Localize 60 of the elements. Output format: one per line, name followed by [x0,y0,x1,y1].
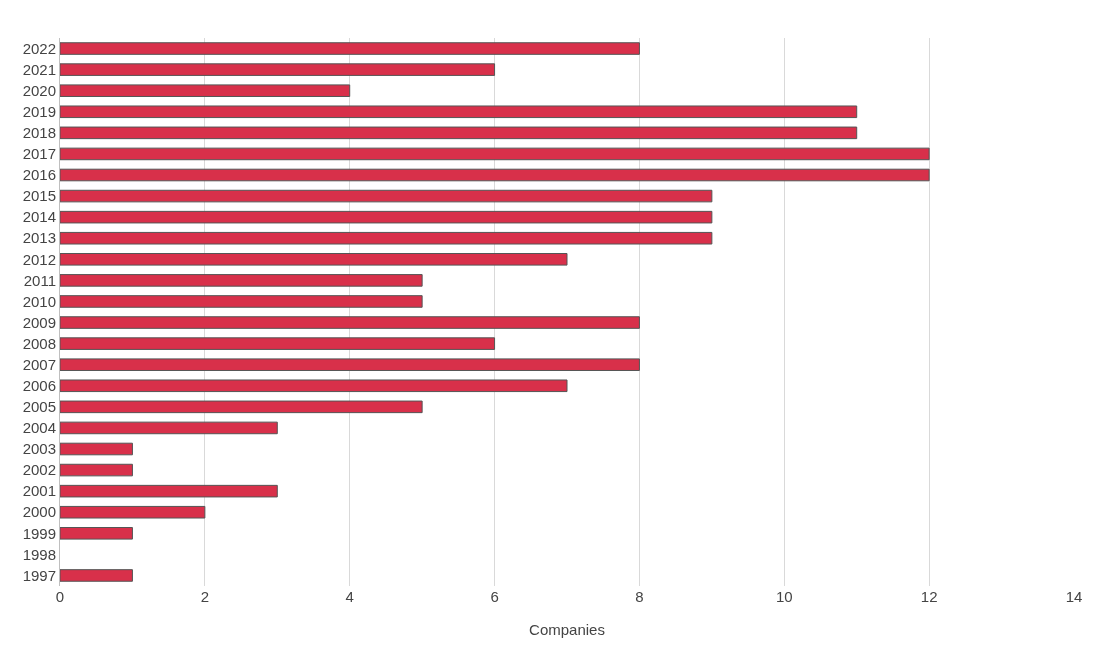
bar [60,569,133,582]
bar [60,63,496,76]
y-tick-label: 2009 [22,313,56,331]
y-tick-label: 1998 [22,545,56,563]
x-tick-label: 2 [200,588,210,605]
bar [60,463,133,477]
y-tick-label: 2002 [22,461,56,479]
bar [60,253,568,266]
bar [60,168,930,182]
y-tick-label: 2021 [22,60,56,78]
y-tick-label: 2018 [22,124,56,142]
y-tick-label: 2019 [22,103,56,121]
y-tick-label: 2020 [22,81,56,99]
y-tick-label: 2004 [22,419,56,437]
bar [60,421,278,435]
bar [60,400,423,414]
x-tick-label: 0 [55,588,65,605]
y-tick-label: 2003 [22,440,56,458]
bar [60,42,640,55]
bar [60,505,206,519]
y-tick-label: 2007 [22,355,56,373]
x-tick-label: 4 [345,588,354,605]
bar [60,379,568,393]
y-tick-label: 2008 [22,334,56,352]
y-tick-label: 2013 [22,229,56,247]
y-tick-label: 2015 [22,187,56,205]
bar [60,105,858,119]
bar [60,84,351,97]
y-tick-label: 2001 [22,482,56,500]
bar [60,337,496,350]
bar [60,147,930,161]
bar [60,527,133,540]
bar [60,210,713,224]
y-tick-label: 2005 [22,398,56,416]
y-tick-label: 2012 [22,250,56,268]
y-tick-label: 2017 [22,145,56,163]
bar [60,231,713,245]
bar [60,358,640,371]
bar [60,484,278,498]
y-tick-label: 2014 [22,208,56,226]
bar [60,274,423,287]
y-tick-label: 2010 [22,292,56,310]
y-tick-label: 1999 [22,524,56,542]
x-tick-label: 14 [1065,588,1083,605]
x-axis-title: Companies [529,621,605,638]
bar [60,295,423,308]
bar [60,189,713,203]
bar [60,442,133,456]
x-tick-label: 8 [635,588,644,605]
x-tick-label: 12 [920,588,938,605]
bar [60,316,640,329]
y-tick-label: 2016 [22,166,56,184]
x-tick-label: 6 [490,588,499,605]
x-tick-label: 10 [775,588,793,605]
y-tick-label: 2000 [22,503,56,521]
y-tick-label: 2006 [22,377,56,395]
y-tick-label: 2011 [23,271,56,289]
y-tick-label: 2022 [22,39,56,57]
y-tick-label: 1997 [22,566,56,584]
bar [60,126,858,140]
